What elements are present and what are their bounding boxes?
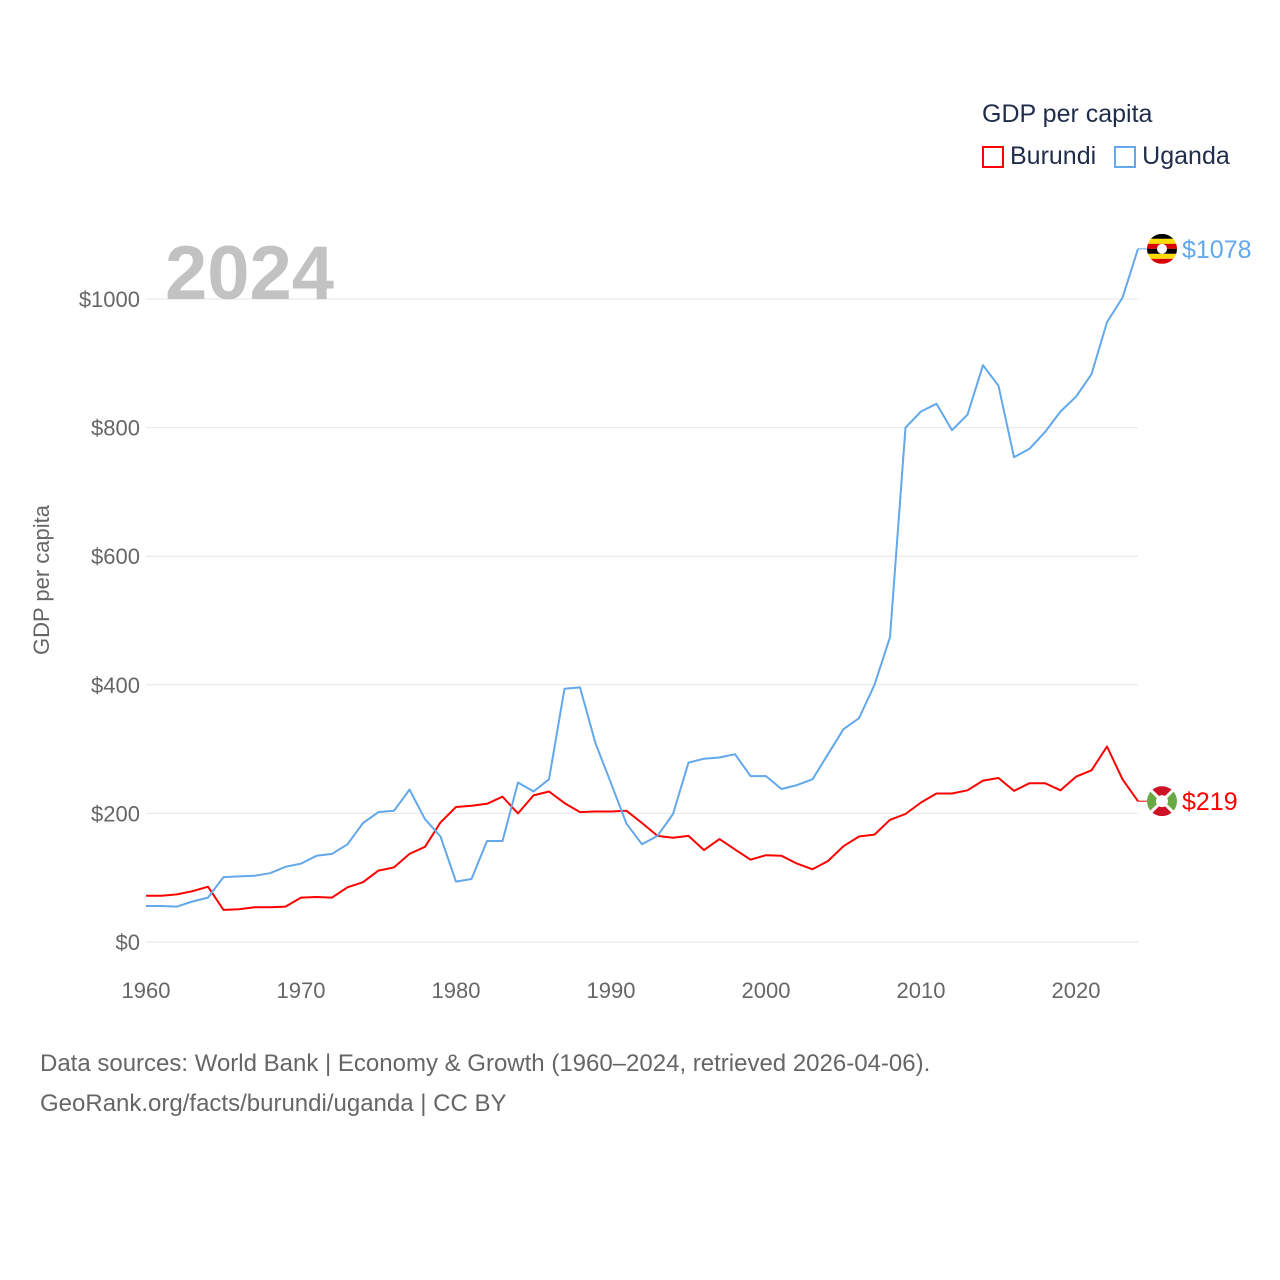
burundi-flag-icon — [1147, 786, 1177, 817]
y-tick-label: $800 — [91, 416, 140, 441]
footer: Data sources: World Bank | Economy & Gro… — [40, 1044, 930, 1124]
legend: Burundi Uganda — [982, 142, 1230, 171]
x-tick-label: 1990 — [587, 978, 636, 1003]
y-tick-label: $1000 — [79, 287, 140, 312]
x-tick-label: 1970 — [277, 978, 326, 1003]
x-tick-label: 1980 — [432, 978, 481, 1003]
y-tick-label: $0 — [116, 930, 140, 955]
legend-item-uganda[interactable]: Uganda — [1114, 142, 1230, 171]
attribution-line[interactable]: GeoRank.org/facts/burundi/uganda | CC BY — [40, 1090, 507, 1117]
y-tick-label: $600 — [91, 544, 140, 569]
uganda-swatch — [1114, 145, 1137, 168]
y-axis-title: GDP per capita — [29, 504, 54, 656]
series-line-uganda — [146, 248, 1139, 908]
legend-label: Uganda — [1142, 142, 1230, 170]
uganda-flag-icon — [1147, 233, 1177, 264]
end-value-label: $219 — [1182, 788, 1238, 816]
x-tick-label: 2010 — [897, 978, 946, 1003]
x-tick-label: 1960 — [122, 978, 171, 1003]
y-tick-label: $400 — [91, 673, 140, 698]
end-value-label: $1078 — [1182, 236, 1252, 264]
source-line: Data sources: World Bank | Economy & Gro… — [40, 1050, 931, 1077]
x-tick-label: 2000 — [742, 978, 791, 1003]
year-label: 2024 — [165, 231, 335, 316]
burundi-swatch — [982, 145, 1004, 168]
legend-title: GDP per capita — [982, 100, 1153, 128]
y-tick-label: $200 — [91, 801, 140, 826]
x-tick-label: 2020 — [1052, 978, 1101, 1003]
legend-item-burundi[interactable]: Burundi — [982, 142, 1096, 171]
legend-label: Burundi — [1010, 142, 1097, 170]
series-line-burundi — [146, 745, 1139, 911]
